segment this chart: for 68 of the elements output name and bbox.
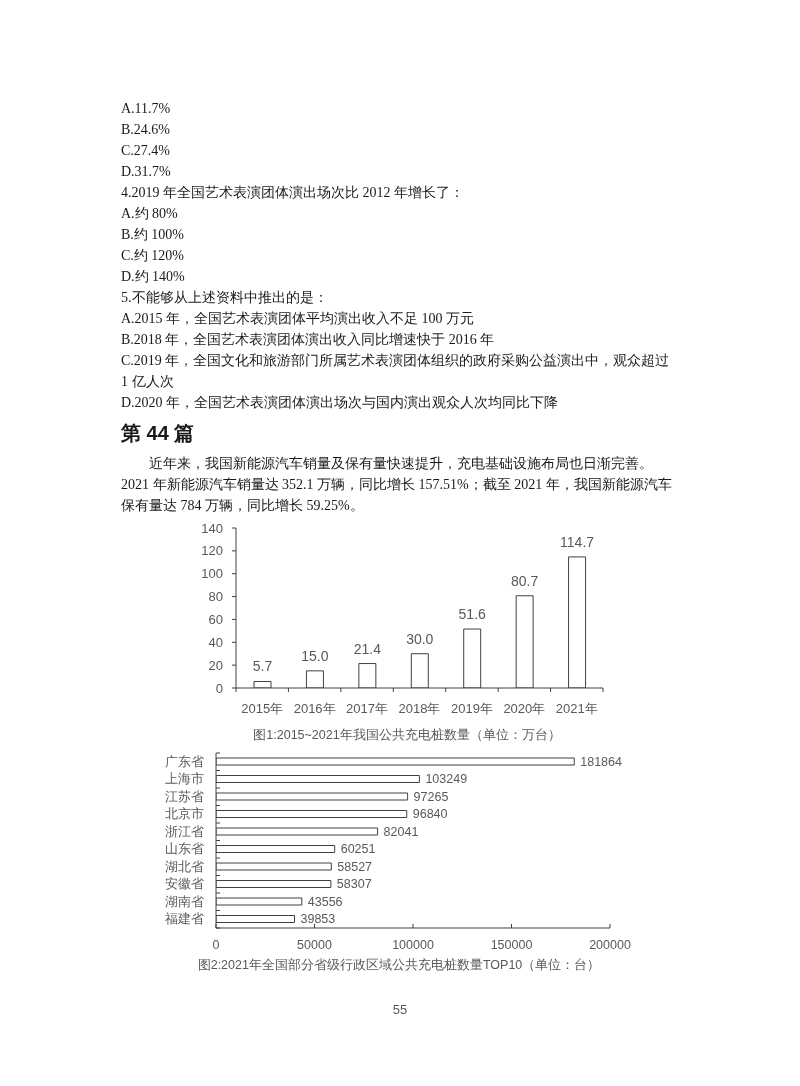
y-tick-label: 140 xyxy=(201,520,223,536)
data-label: 82041 xyxy=(383,824,419,839)
text: C.约 120% xyxy=(121,246,185,265)
y-tick-label: 湖南省 xyxy=(165,894,204,909)
text: 第 44 篇 xyxy=(121,421,196,446)
text: A.11.7% xyxy=(121,99,172,118)
x-tick-label: 2020年 xyxy=(503,700,546,716)
y-tick-label: 浙江省 xyxy=(165,824,204,839)
y-tick-label: 山东省 xyxy=(165,842,204,857)
y-tick-label: 福建省 xyxy=(165,912,204,927)
text: 4.2019 年全国艺术表演团体演出场次比 2012 年增长了： xyxy=(121,183,465,202)
data-label: 97265 xyxy=(413,789,449,804)
text: C.27.4% xyxy=(121,141,171,160)
text: 图2:2021年全国部分省级行政区域公共充电桩数量TOP10（单位：台） xyxy=(196,957,602,974)
data-label: 58527 xyxy=(337,859,373,874)
x-tick-label: 100000 xyxy=(392,938,434,952)
data-label: 51.6 xyxy=(458,606,487,623)
x-tick-label: 2016年 xyxy=(293,700,336,716)
x-tick-label: 2021年 xyxy=(555,700,598,716)
data-label: 21.4 xyxy=(353,640,382,657)
text: 保有量达 784 万辆，同比增长 59.25%。 xyxy=(121,497,365,515)
x-tick-label: 150000 xyxy=(490,938,533,952)
text: D.31.7% xyxy=(121,162,172,181)
data-label: 181864 xyxy=(580,754,623,769)
data-label: 43556 xyxy=(307,894,343,909)
x-tick-label: 200000 xyxy=(589,938,631,952)
data-label: 15.0 xyxy=(301,647,329,664)
x-tick-label: 50000 xyxy=(297,938,332,952)
data-label: 30.0 xyxy=(406,630,434,647)
y-tick-label: 40 xyxy=(208,634,223,650)
data-label: 60251 xyxy=(340,842,376,857)
y-tick-label: 上海市 xyxy=(165,772,204,787)
y-tick-label: 安徽省 xyxy=(165,876,204,892)
x-tick-label: 2018年 xyxy=(398,700,441,716)
y-tick-label: 江苏省 xyxy=(165,789,204,804)
y-tick-label: 120 xyxy=(201,543,223,559)
x-tick-label: 2015年 xyxy=(241,700,284,716)
text: A.2015 年，全国艺术表演团体平均演出收入不足 100 万元 xyxy=(121,309,476,328)
text: D.约 140% xyxy=(121,267,186,286)
data-label: 114.7 xyxy=(560,533,595,550)
text: 1 亿人次 xyxy=(121,372,175,391)
y-tick-label: 湖北省 xyxy=(165,859,204,874)
text: C.2019 年，全国文化和旅游部门所属艺术表演团体组织的政府采购公益演出中，观众超过 xyxy=(121,351,671,370)
text: 5.不能够从上述资料中推出的是： xyxy=(121,288,329,307)
y-tick-label: 北京市 xyxy=(165,807,204,822)
text: A.约 80% xyxy=(121,204,179,223)
data-label: 58307 xyxy=(336,877,372,892)
data-label: 39853 xyxy=(300,912,336,927)
text: B.约 100% xyxy=(121,225,185,244)
data-label: 80.7 xyxy=(511,572,539,589)
text: 55 xyxy=(391,1001,409,1019)
text: B.24.6% xyxy=(121,120,171,139)
y-tick-label: 20 xyxy=(208,657,223,673)
y-tick-label: 100 xyxy=(201,566,223,582)
y-tick-label: 80 xyxy=(208,589,223,605)
text: B.2018 年，全国艺术表演团体演出收入同比增速快于 2016 年 xyxy=(121,330,496,349)
data-label: 103249 xyxy=(425,772,468,787)
text: 图1:2015~2021年我国公共充电桩数量（单位：万台） xyxy=(252,727,562,744)
x-tick-label: 2019年 xyxy=(450,700,493,716)
data-label: 5.7 xyxy=(252,658,273,675)
text: 近年来，我国新能源汽车销量及保有量快速提升，充电基础设施布局也日渐完善。 xyxy=(148,455,654,473)
y-tick-label: 广东省 xyxy=(165,754,204,769)
y-tick-label: 60 xyxy=(208,612,223,628)
x-tick-label: 2017年 xyxy=(346,700,389,716)
text: 2021 年新能源汽车销量达 352.1 万辆，同比增长 157.51%；截至 2021 年，我国新能源汽车 xyxy=(121,476,673,494)
text: D.2020 年，全国艺术表演团体演出场次与国内演出观众人次均同比下降 xyxy=(121,393,560,412)
data-label: 96840 xyxy=(412,807,448,822)
y-tick-label: 0 xyxy=(215,680,223,696)
